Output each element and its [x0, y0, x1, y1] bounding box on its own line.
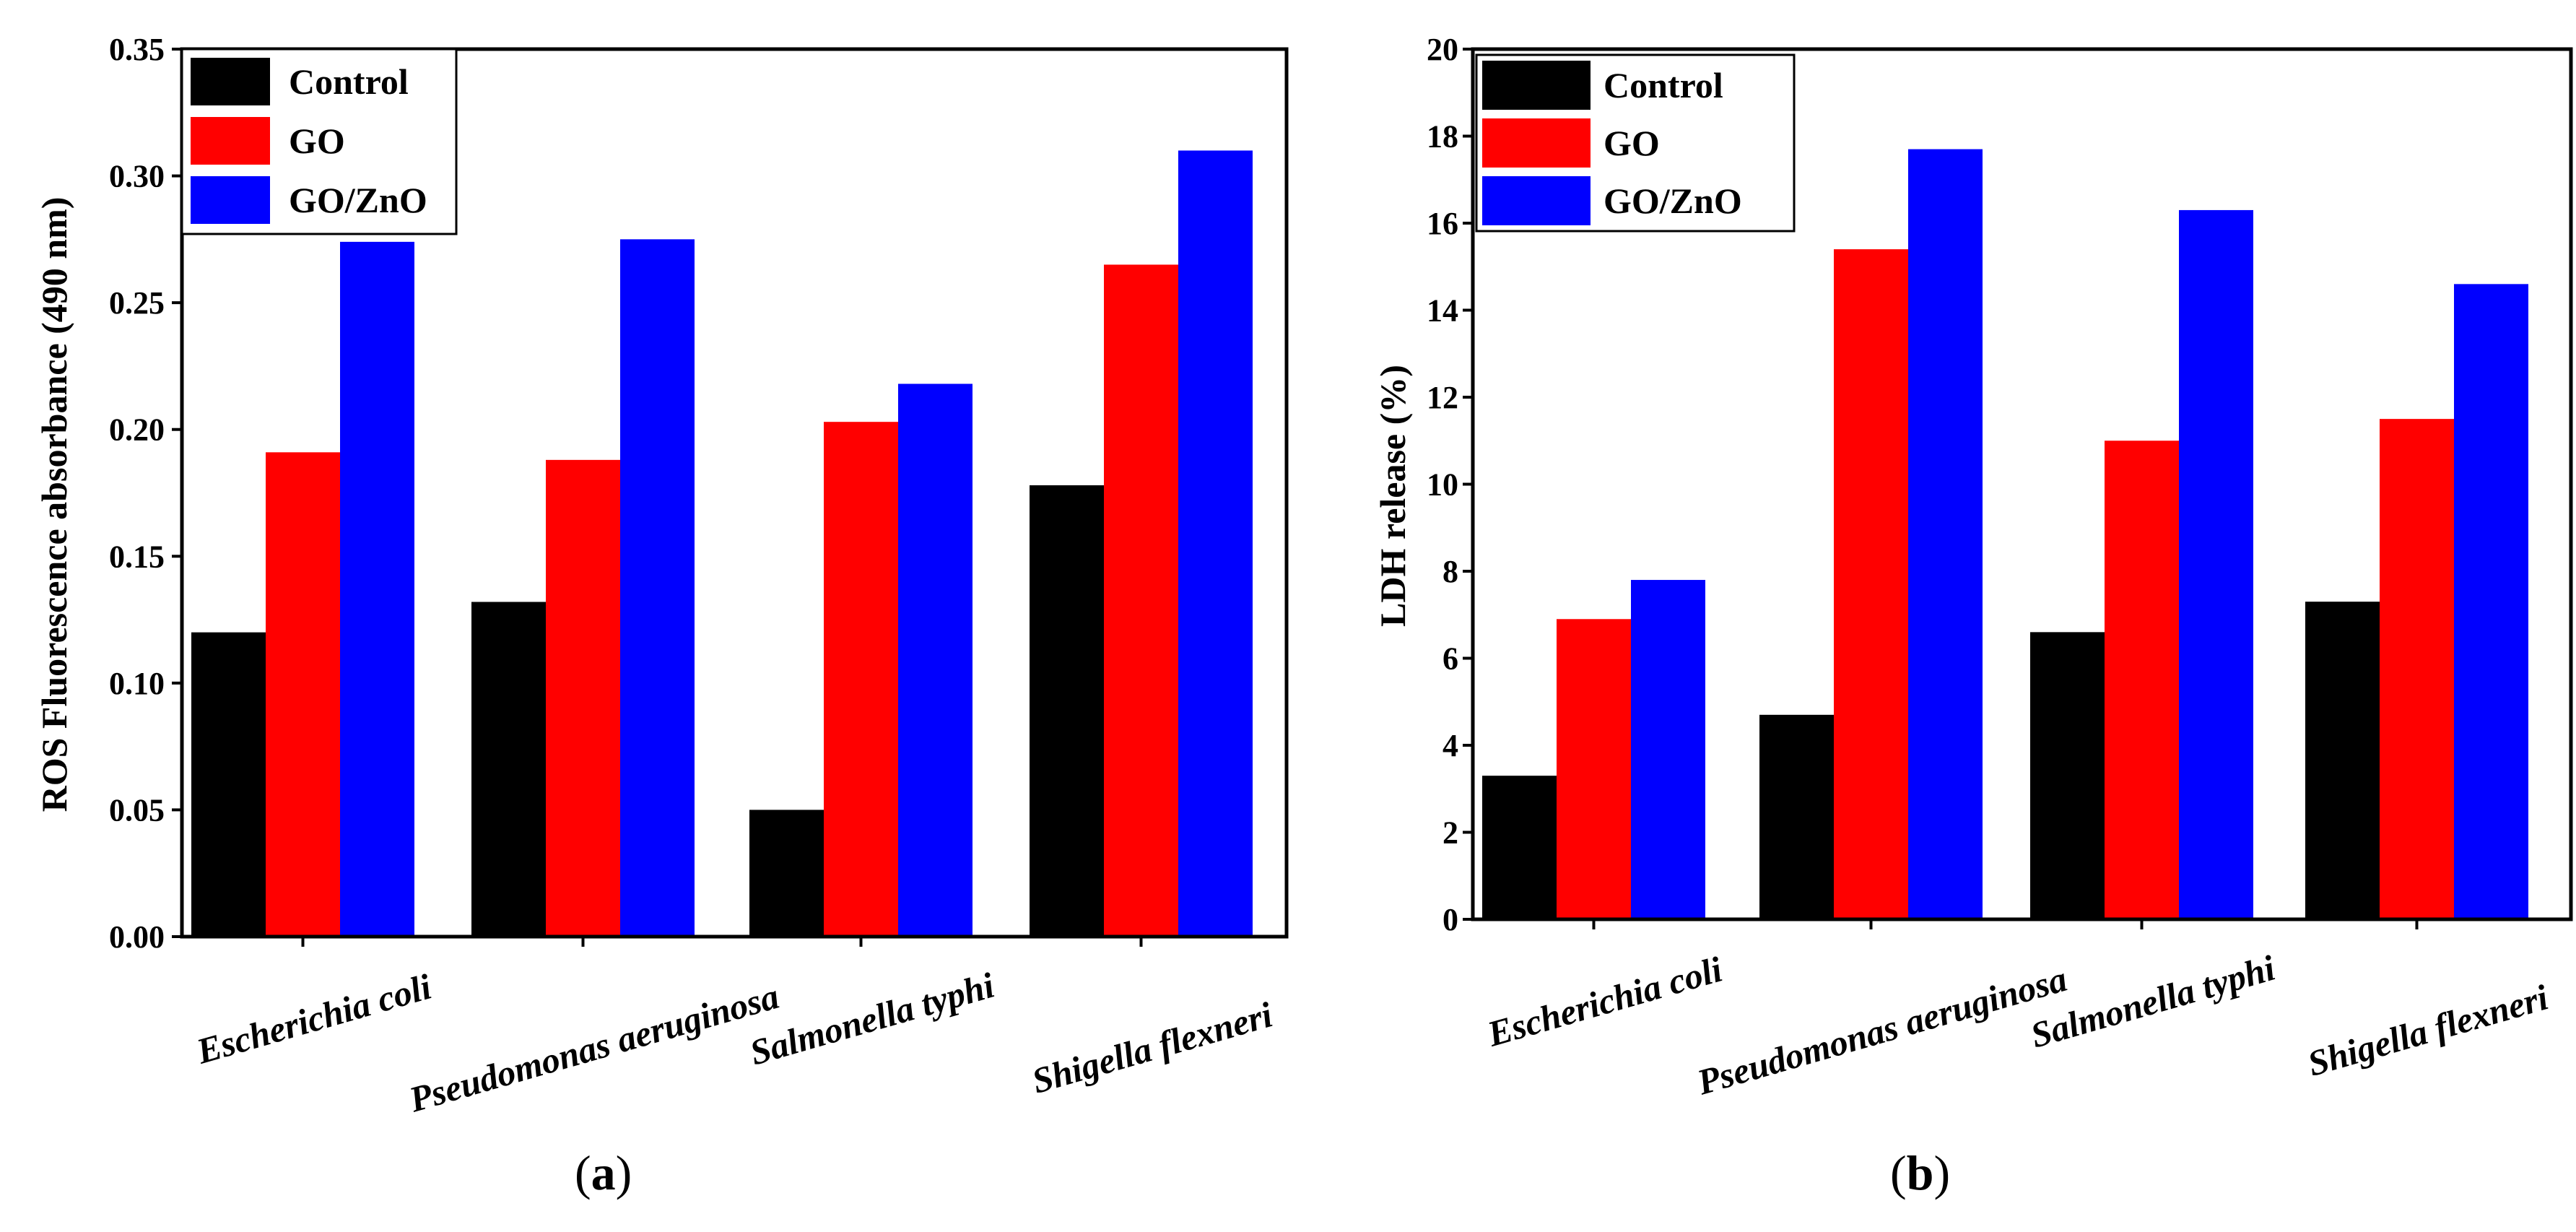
bar-b-pseudomonas-aeruginosa-go-zno [1908, 149, 1983, 920]
panel-label-a-text: a [591, 1145, 616, 1200]
y-tick-label-a-5: 0.25 [109, 285, 165, 321]
y-tick-label-a-6: 0.30 [109, 159, 165, 194]
y-tick-label-a-3: 0.15 [109, 539, 165, 574]
y-tick-label-b-10: 20 [1427, 32, 1458, 67]
bar-a-salmonella-typhi-go-zno [898, 383, 972, 937]
y-tick-label-b-8: 16 [1427, 206, 1458, 241]
category-label-b-pseudomonas-aeruginosa: Pseudomonas aeruginosa [1692, 958, 2071, 1103]
category-label-b-escherichia-coli: Escherichia coli [1482, 949, 1726, 1054]
bar-b-pseudomonas-aeruginosa-go [1834, 249, 1908, 919]
bar-b-salmonella-typhi-control [2030, 632, 2105, 919]
legend-swatch-a-control [191, 58, 270, 105]
y-tick-label-a-2: 0.10 [109, 666, 165, 701]
y-tick-label-a-7: 0.35 [109, 32, 165, 67]
y-tick-label-b-7: 14 [1427, 293, 1458, 329]
bar-b-escherichia-coli-go [1557, 619, 1631, 919]
y-tick-label-a-1: 0.05 [109, 792, 165, 828]
bar-b-salmonella-typhi-go-zno [2179, 209, 2253, 919]
category-label-b-salmonella-typhi: Salmonella typhi [2027, 947, 2280, 1056]
y-tick-label-a-0: 0.00 [109, 919, 165, 955]
panel-label-a: (a) [575, 1145, 632, 1200]
y-tick-label-b-9: 18 [1427, 119, 1458, 155]
panel-label-b-text: b [1906, 1145, 1934, 1200]
y-tick-label-b-6: 12 [1427, 380, 1458, 415]
bar-a-shigella-flexneri-control [1030, 485, 1104, 937]
bar-a-escherichia-coli-go-zno [340, 241, 414, 937]
y-tick-label-a-4: 0.20 [109, 412, 165, 448]
bar-b-escherichia-coli-go-zno [1631, 580, 1705, 919]
bar-a-shigella-flexneri-go-zno [1178, 150, 1253, 937]
bar-a-shigella-flexneri-go [1104, 264, 1178, 937]
y-tick-label-b-1: 2 [1443, 815, 1458, 851]
legend-label-a-go: GO [289, 121, 345, 161]
legend-label-a-go-zno: GO/ZnO [289, 180, 427, 220]
legend-swatch-b-go-zno [1482, 176, 1591, 225]
legend-swatch-b-go [1482, 118, 1591, 168]
y-tick-label-b-5: 10 [1427, 467, 1458, 503]
bar-b-shigella-flexneri-go [2380, 419, 2454, 919]
bar-a-escherichia-coli-go [266, 452, 340, 937]
bar-a-pseudomonas-aeruginosa-go-zno [620, 239, 695, 937]
y-tick-label-b-3: 6 [1443, 641, 1458, 677]
bar-b-shigella-flexneri-control [2305, 602, 2380, 919]
legend-swatch-a-go [191, 117, 270, 165]
bar-a-escherichia-coli-control [191, 632, 266, 937]
panel-label-b: (b) [1890, 1145, 1951, 1200]
legend-label-a-control: Control [289, 61, 409, 102]
bar-a-salmonella-typhi-go [824, 422, 898, 937]
y-tick-label-b-4: 8 [1443, 554, 1458, 589]
plot-frame-a [180, 47, 1289, 939]
bar-a-salmonella-typhi-control [749, 810, 824, 937]
bar-b-pseudomonas-aeruginosa-control [1759, 714, 1834, 919]
legend-swatch-b-control [1482, 61, 1591, 110]
legend-swatch-a-go-zno [191, 176, 270, 224]
legend-label-b-go-zno: GO/ZnO [1604, 181, 1742, 221]
bar-b-salmonella-typhi-go [2105, 441, 2179, 919]
y-tick-label-b-0: 0 [1443, 902, 1458, 937]
y-axis-label-a: ROS Fluorescence absorbance (490 nm) [34, 197, 74, 812]
y-axis-label-b: LDH release (%) [1372, 365, 1413, 627]
bar-b-escherichia-coli-control [1482, 776, 1557, 919]
legend-label-b-control: Control [1604, 65, 1723, 105]
y-tick-label-b-2: 4 [1443, 728, 1458, 763]
category-label-b-shigella-flexneri: Shigella flexneri [2303, 976, 2552, 1083]
bar-a-pseudomonas-aeruginosa-go [546, 459, 620, 937]
legend-label-b-go: GO [1604, 123, 1660, 163]
bar-a-pseudomonas-aeruginosa-control [471, 602, 546, 937]
bar-b-shigella-flexneri-go-zno [2454, 284, 2528, 920]
